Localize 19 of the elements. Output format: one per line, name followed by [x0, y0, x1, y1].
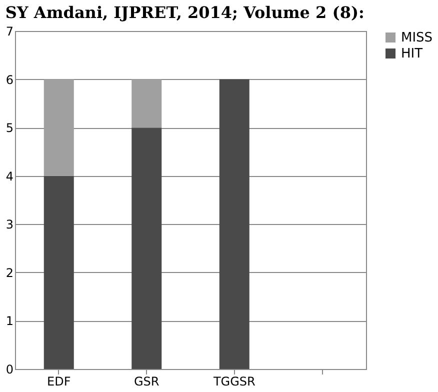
y-tick-label: 5: [6, 121, 14, 136]
x-tick-label: EDF: [47, 374, 71, 388]
y-tick-label: 0: [6, 362, 14, 376]
y-tick-label: 7: [6, 24, 14, 38]
y-tick-label: 6: [6, 72, 14, 87]
bar: [219, 79, 250, 369]
bar: [132, 79, 162, 128]
legend-label: MISS: [401, 30, 433, 46]
y-tick-label: 3: [6, 218, 14, 232]
y-tick-label: 4: [6, 169, 14, 184]
y-tick-label: 2: [6, 266, 14, 280]
x-tick-label: GSR: [134, 374, 160, 388]
x-tick-label: TGGSR: [212, 374, 256, 388]
y-tick-label: 1: [6, 314, 14, 328]
legend-label: HIT: [401, 46, 423, 62]
bar: [44, 79, 74, 176]
bar: [132, 128, 162, 369]
bar: [44, 176, 74, 369]
chart-title: SY Amdani, IJPRET, 2014; Volume 2 (8):: [5, 3, 364, 22]
